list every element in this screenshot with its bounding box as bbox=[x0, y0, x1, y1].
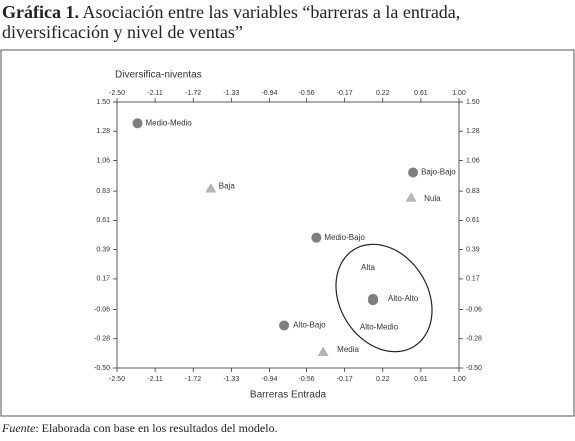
point-label: Alta bbox=[361, 263, 375, 272]
x-tick-label: 0.22 bbox=[376, 90, 390, 97]
source-label: Fuente bbox=[2, 421, 36, 435]
source-text: : Elaborada con base en los resultados d… bbox=[35, 421, 278, 435]
point-triangle bbox=[205, 182, 217, 193]
y-tick-label: 1.28 bbox=[96, 128, 110, 135]
y-tick-label: -0.06 bbox=[466, 306, 482, 313]
x-tick-label: -1.72 bbox=[185, 90, 201, 97]
x-tick-label: -2.11 bbox=[147, 376, 163, 383]
point-label: Baja bbox=[219, 182, 236, 191]
y-tick-label: -0.50 bbox=[466, 365, 482, 372]
x-tick-label: 1.00 bbox=[452, 376, 466, 383]
y-tick-label: 0.39 bbox=[96, 246, 110, 253]
y-tick-label: 1.50 bbox=[466, 99, 480, 106]
point-circle bbox=[279, 320, 290, 331]
point-label: Alto-Alto bbox=[388, 294, 419, 303]
y-tick-label: -0.06 bbox=[94, 306, 110, 313]
x-tick-label: 1.00 bbox=[452, 90, 466, 97]
y-axis-title: Diversifica-niventas bbox=[115, 70, 202, 81]
x-tick-label: -0.56 bbox=[299, 90, 315, 97]
y-tick-label: -0.28 bbox=[94, 336, 110, 343]
x-axis-title: Barreras Entrada bbox=[250, 390, 327, 401]
x-tick-label: -1.33 bbox=[223, 376, 239, 383]
x-tick-label: -2.11 bbox=[147, 90, 163, 97]
y-tick-label: -0.50 bbox=[94, 365, 110, 372]
x-tick-label: -2.50 bbox=[109, 376, 125, 383]
x-tick-label: -2.50 bbox=[109, 90, 125, 97]
point-label: Medio-Bajo bbox=[324, 233, 365, 242]
y-tick-label: 1.06 bbox=[96, 157, 110, 164]
point-label: Bajo-Bajo bbox=[421, 168, 456, 177]
point-triangle bbox=[405, 192, 417, 202]
point-circle bbox=[408, 167, 419, 178]
y-tick-label: -0.28 bbox=[466, 336, 482, 343]
y-tick-label: 1.06 bbox=[466, 157, 480, 164]
cluster-ellipse bbox=[335, 243, 433, 353]
chart: Diversifica-niventas Barreras Entrada -2… bbox=[0, 49, 575, 417]
x-tick-label: -1.72 bbox=[185, 376, 201, 383]
y-tick-label: 0.39 bbox=[466, 246, 480, 253]
point-circle bbox=[368, 295, 379, 306]
y-tick-label: 0.17 bbox=[96, 276, 110, 283]
figure-number: Gráfica 1. bbox=[2, 2, 79, 22]
x-tick-label: 0.61 bbox=[414, 376, 428, 383]
figure-frame bbox=[0, 49, 575, 417]
x-tick-label: -1.33 bbox=[223, 90, 239, 97]
y-tick-label: 1.28 bbox=[466, 128, 480, 135]
point-label: Nula bbox=[424, 194, 441, 203]
x-tick-label: 0.61 bbox=[414, 90, 428, 97]
plot-frame bbox=[116, 101, 460, 369]
y-tick-label: 1.50 bbox=[96, 99, 110, 106]
y-tick-label: 0.61 bbox=[466, 217, 480, 224]
point-triangle bbox=[317, 346, 329, 357]
point-label: Medio-Medio bbox=[146, 118, 193, 127]
source-note: Fuente: Elaborada con base en los result… bbox=[2, 421, 278, 436]
y-tick-label: 0.83 bbox=[96, 188, 110, 195]
y-tick-label: 0.83 bbox=[466, 188, 480, 195]
x-tick-label: -0.56 bbox=[299, 376, 315, 383]
point-circle bbox=[132, 118, 143, 129]
y-tick-label: 0.61 bbox=[96, 217, 110, 224]
x-tick-label: -0.17 bbox=[337, 90, 353, 97]
x-tick-label: -0.94 bbox=[261, 376, 277, 383]
title-text: Asociación entre las variables “barreras… bbox=[2, 2, 461, 42]
figure-title: Gráfica 1. Asociación entre las variable… bbox=[2, 2, 562, 42]
point-label: Media bbox=[337, 345, 359, 354]
x-tick-label: -0.17 bbox=[337, 376, 353, 383]
y-tick-label: 0.17 bbox=[466, 276, 480, 283]
point-label: Alto-Medio bbox=[360, 322, 399, 331]
point-circle bbox=[311, 232, 322, 243]
x-tick-label: 0.22 bbox=[376, 376, 390, 383]
x-tick-label: -0.94 bbox=[261, 90, 277, 97]
point-label: Alto-Bajo bbox=[293, 321, 326, 330]
